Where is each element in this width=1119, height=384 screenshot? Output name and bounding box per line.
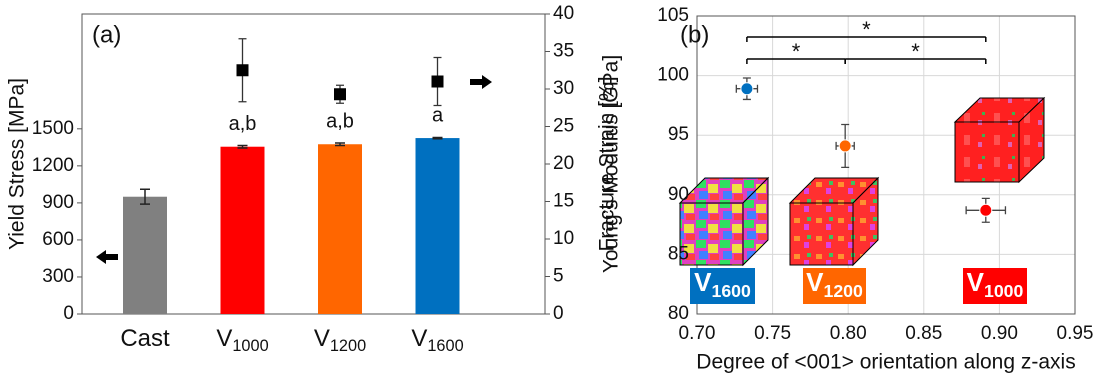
- x-tick-label: Cast: [120, 325, 170, 352]
- y2-tick-label: 15: [553, 191, 574, 212]
- x-tick-label: 0.85: [905, 323, 942, 344]
- x-tick-label: 0.90: [981, 323, 1018, 344]
- x-tick-label-sub: 1000: [232, 338, 268, 356]
- y-axis-title: Yield Stress [MPa]: [6, 78, 29, 250]
- y-tick-label: 300: [42, 266, 74, 287]
- x-tick-label: V1600: [411, 325, 463, 355]
- point-label-main: V: [694, 267, 712, 297]
- y2-tick-label: 0: [553, 303, 564, 324]
- point: [838, 139, 852, 153]
- error-bar: [140, 188, 150, 205]
- y-tick-label: 600: [42, 229, 74, 250]
- bar: [415, 138, 460, 314]
- error-bar: [237, 144, 248, 149]
- y2-tick-label: 30: [553, 78, 574, 99]
- arrow-right: [470, 75, 492, 89]
- error-bar: [432, 136, 443, 140]
- point-label-sub: 1200: [824, 280, 863, 300]
- x-tick-label: V1200: [314, 325, 366, 355]
- bar-annotation: a: [432, 104, 444, 126]
- y2-tick-label: 5: [553, 266, 564, 287]
- y2-axis-title: Fracture Strain [%]: [596, 76, 619, 251]
- arrow-left: [96, 250, 118, 264]
- y2-tick-label: 25: [553, 116, 574, 137]
- y-tick-label: 900: [42, 192, 74, 213]
- bar: [220, 146, 265, 314]
- y-tick-label: 90: [668, 184, 689, 205]
- plot-frame: [696, 15, 1076, 315]
- x-tick-label-main: V: [314, 325, 330, 352]
- y-tick-label: 1500: [32, 118, 74, 139]
- x-tick-label: 0.80: [830, 323, 867, 344]
- y-tick-label: 105: [657, 5, 689, 26]
- significance-label: *: [792, 39, 801, 64]
- point: [979, 203, 993, 217]
- strain-marker: [334, 88, 346, 101]
- point-label-sub: 1600: [712, 280, 751, 300]
- y-tick-label: 100: [657, 65, 689, 86]
- panel-label: (a): [92, 21, 121, 48]
- y-tick-label: 1200: [32, 155, 74, 176]
- significance-label: *: [862, 17, 871, 42]
- y2-tick-label: 10: [553, 228, 574, 249]
- strain-marker: [236, 64, 249, 77]
- point-label-main: V: [967, 267, 985, 297]
- error-bar: [335, 142, 345, 147]
- y-tick-label: 85: [668, 243, 689, 264]
- cube-1200: [788, 176, 880, 267]
- point-label-main: V: [806, 267, 824, 297]
- label-box: [963, 268, 1027, 304]
- x-tick-label: V1000: [216, 325, 268, 355]
- y-tick-label: 0: [63, 303, 74, 324]
- x-tick-label-main: Cast: [120, 325, 170, 352]
- point: [740, 82, 754, 96]
- x-tick-label: 0.70: [679, 323, 716, 344]
- panel-label: (b): [680, 21, 709, 48]
- x-tick-label-sub: 1600: [427, 338, 463, 356]
- y-axis-title: Young’s Modulus [GPa]: [600, 55, 623, 273]
- significance-label: *: [911, 39, 920, 64]
- label-box: [690, 268, 755, 304]
- label-box: [803, 268, 866, 304]
- x-tick-label: 0.95: [1057, 323, 1094, 344]
- y-tick-label: 95: [668, 124, 689, 145]
- cube-1600: [678, 176, 770, 267]
- x-tick-label-main: V: [411, 325, 427, 352]
- strain-marker: [431, 75, 444, 88]
- point-label-sub: 1000: [984, 280, 1023, 300]
- y2-tick-label: 40: [553, 3, 574, 24]
- x-tick-label-sub: 1200: [330, 338, 366, 356]
- point-label: V1000: [967, 267, 1024, 301]
- significance-bracket: [746, 36, 987, 42]
- cube-1000: [953, 96, 1046, 184]
- point-label: V1600: [694, 267, 751, 301]
- bar: [123, 196, 167, 314]
- panel-b: (b) Young’s Modulus [GPa] Degree of <001…: [600, 5, 1094, 374]
- y-tick-label: 80: [668, 303, 689, 324]
- bar-annotation: a,b: [229, 113, 257, 135]
- x-tick-label-main: V: [216, 325, 232, 352]
- y2-tick-label: 20: [553, 153, 574, 174]
- y2-tick-label: 35: [553, 41, 574, 62]
- x-axis-title: Degree of <001> orientation along z-axis: [696, 351, 1075, 374]
- significance-bracket: [844, 58, 987, 64]
- point-label: V1200: [806, 267, 863, 301]
- x-tick-label: 0.75: [754, 323, 791, 344]
- panel-a: (a) Yield Stress [MPa] Fracture Strain […: [6, 3, 619, 355]
- bar: [318, 144, 362, 314]
- bar-annotation: a,b: [326, 111, 354, 133]
